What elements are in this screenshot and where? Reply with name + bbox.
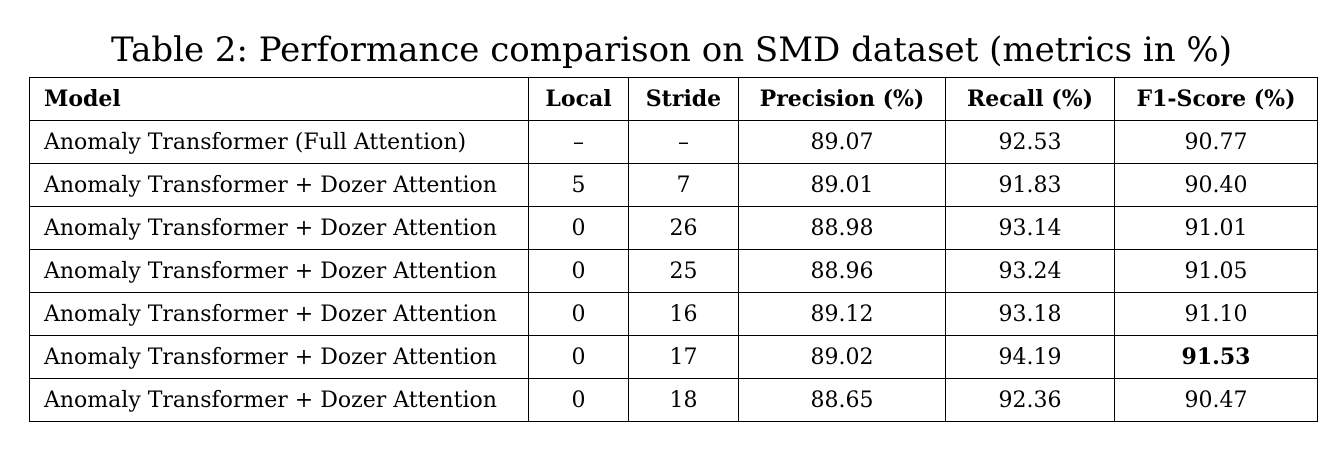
local-cell: 0 xyxy=(528,249,629,293)
recall-cell: 93.18 xyxy=(945,292,1115,336)
model-cell: Anomaly Transformer + Dozer Attention xyxy=(29,292,529,336)
local-cell: – xyxy=(528,120,629,164)
model-cell: Anomaly Transformer + Dozer Attention xyxy=(29,335,529,379)
table-row: Anomaly Transformer + Dozer Attention 0 … xyxy=(29,206,1318,250)
stride-cell: 25 xyxy=(628,249,739,293)
stride-cell: 16 xyxy=(628,292,739,336)
recall-cell: 92.53 xyxy=(945,120,1115,164)
column-header-stride: Stride xyxy=(628,77,739,121)
precision-cell: 89.02 xyxy=(738,335,946,379)
recall-cell: 92.36 xyxy=(945,378,1115,422)
precision-cell: 88.65 xyxy=(738,378,946,422)
precision-cell: 89.01 xyxy=(738,163,946,207)
stride-cell: 18 xyxy=(628,378,739,422)
f1-cell: 91.01 xyxy=(1114,206,1318,250)
column-header-f1: F1-Score (%) xyxy=(1114,77,1318,121)
f1-cell: 91.10 xyxy=(1114,292,1318,336)
stride-cell: 26 xyxy=(628,206,739,250)
table-row: Anomaly Transformer + Dozer Attention 0 … xyxy=(29,292,1318,336)
column-header-model: Model xyxy=(29,77,529,121)
table-row: Anomaly Transformer + Dozer Attention 0 … xyxy=(29,378,1318,422)
recall-cell: 93.14 xyxy=(945,206,1115,250)
f1-cell: 91.53 xyxy=(1114,335,1318,379)
precision-cell: 89.07 xyxy=(738,120,946,164)
header-row: Model Local Stride Precision (%) Recall … xyxy=(29,77,1318,121)
f1-cell: 90.77 xyxy=(1114,120,1318,164)
stride-cell: 7 xyxy=(628,163,739,207)
recall-cell: 91.83 xyxy=(945,163,1115,207)
model-cell: Anomaly Transformer + Dozer Attention xyxy=(29,249,529,293)
model-cell: Anomaly Transformer (Full Attention) xyxy=(29,120,529,164)
precision-cell: 89.12 xyxy=(738,292,946,336)
stride-cell: – xyxy=(628,120,739,164)
model-cell: Anomaly Transformer + Dozer Attention xyxy=(29,163,529,207)
local-cell: 5 xyxy=(528,163,629,207)
local-cell: 0 xyxy=(528,292,629,336)
table-row: Anomaly Transformer + Dozer Attention 0 … xyxy=(29,249,1318,293)
table-caption: Table 2: Performance comparison on SMD d… xyxy=(111,30,1232,70)
precision-cell: 88.98 xyxy=(738,206,946,250)
local-cell: 0 xyxy=(528,335,629,379)
table-body: Anomaly Transformer (Full Attention) – –… xyxy=(29,120,1318,422)
results-table: Model Local Stride Precision (%) Recall … xyxy=(29,77,1318,422)
column-header-recall: Recall (%) xyxy=(945,77,1115,121)
local-cell: 0 xyxy=(528,206,629,250)
model-cell: Anomaly Transformer + Dozer Attention xyxy=(29,378,529,422)
table-row: Anomaly Transformer + Dozer Attention 5 … xyxy=(29,163,1318,207)
table-row: Anomaly Transformer (Full Attention) – –… xyxy=(29,120,1318,164)
stride-cell: 17 xyxy=(628,335,739,379)
column-header-precision: Precision (%) xyxy=(738,77,946,121)
column-header-local: Local xyxy=(528,77,629,121)
local-cell: 0 xyxy=(528,378,629,422)
precision-cell: 88.96 xyxy=(738,249,946,293)
recall-cell: 93.24 xyxy=(945,249,1115,293)
f1-cell: 91.05 xyxy=(1114,249,1318,293)
f1-cell: 90.47 xyxy=(1114,378,1318,422)
recall-cell: 94.19 xyxy=(945,335,1115,379)
model-cell: Anomaly Transformer + Dozer Attention xyxy=(29,206,529,250)
table-row: Anomaly Transformer + Dozer Attention 0 … xyxy=(29,335,1318,379)
f1-cell: 90.40 xyxy=(1114,163,1318,207)
